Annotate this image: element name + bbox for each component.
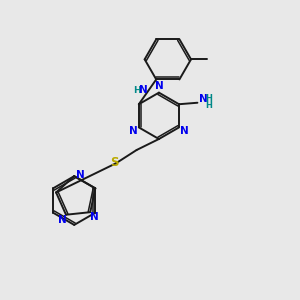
Text: N: N [199, 94, 208, 103]
Text: N: N [58, 215, 67, 225]
Text: H: H [133, 86, 141, 95]
Text: N: N [90, 212, 99, 222]
Text: H: H [206, 100, 212, 109]
Text: N: N [129, 126, 138, 136]
Text: N: N [139, 85, 148, 95]
Text: N: N [180, 126, 189, 136]
Text: N: N [154, 81, 163, 91]
Text: H: H [206, 94, 212, 103]
Text: N: N [76, 170, 85, 180]
Text: S: S [110, 156, 118, 169]
